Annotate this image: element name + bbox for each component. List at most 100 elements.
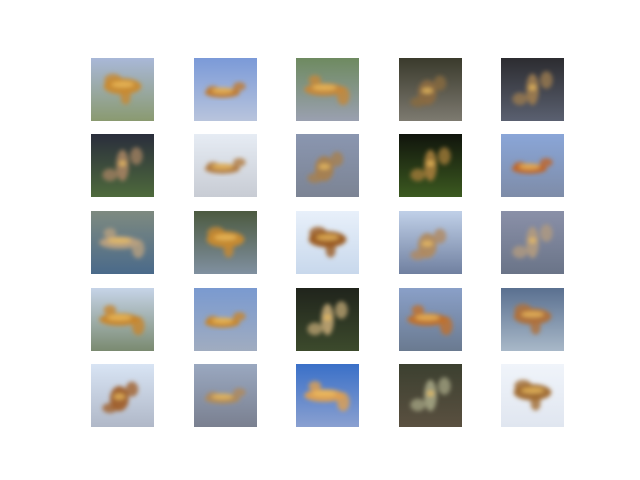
object-blob — [120, 89, 131, 105]
tile-content — [304, 75, 350, 106]
object-blob — [336, 86, 350, 106]
object-blob — [325, 242, 336, 258]
object-highlight — [415, 314, 440, 321]
object-highlight — [518, 163, 540, 170]
image-tile — [501, 134, 564, 197]
object-blob — [530, 319, 541, 335]
object-blob — [233, 387, 246, 397]
object-blob — [530, 395, 541, 411]
object-blob — [233, 81, 246, 91]
tile-content — [511, 157, 553, 174]
image-tile — [399, 58, 462, 121]
object-highlight — [426, 160, 435, 167]
object-blob — [102, 403, 118, 414]
object-blob — [103, 228, 117, 239]
object-blob — [439, 316, 453, 336]
object-blob — [125, 381, 139, 397]
object-blob — [233, 157, 246, 167]
object-highlight — [426, 390, 435, 397]
object-blob — [103, 305, 117, 316]
image-tile — [194, 134, 257, 197]
object-highlight — [316, 234, 339, 241]
image-tile — [399, 364, 462, 427]
image-tile — [296, 364, 359, 427]
object-blob — [540, 71, 553, 89]
image-tile — [91, 134, 154, 197]
object-blob — [438, 147, 451, 165]
object-blob — [410, 250, 426, 261]
object-blob — [307, 173, 323, 184]
tile-content — [204, 81, 246, 98]
image-tile — [399, 134, 462, 197]
image-tile — [194, 211, 257, 274]
object-highlight — [211, 163, 233, 170]
object-highlight — [107, 314, 132, 321]
object-blob — [512, 245, 528, 259]
tile-content — [99, 305, 145, 336]
object-highlight — [312, 390, 337, 397]
image-tile — [399, 288, 462, 351]
object-highlight — [113, 393, 126, 400]
object-highlight — [421, 240, 434, 247]
object-blob — [410, 97, 426, 108]
image-tile — [501, 58, 564, 121]
image-tile — [501, 364, 564, 427]
tile-content — [308, 226, 347, 258]
object-blob — [410, 398, 426, 412]
image-tile — [296, 288, 359, 351]
object-highlight — [528, 237, 537, 244]
tile-content — [410, 377, 451, 412]
image-tile — [91, 364, 154, 427]
image-tile — [399, 211, 462, 274]
object-blob — [336, 392, 350, 412]
tile-content — [513, 379, 552, 411]
object-blob — [433, 228, 447, 244]
tile-content — [102, 381, 139, 414]
image-tile — [91, 288, 154, 351]
object-blob — [131, 239, 145, 259]
image-tile — [296, 211, 359, 274]
tile-content — [103, 73, 142, 105]
object-highlight — [323, 314, 332, 321]
image-tile — [296, 134, 359, 197]
tile-content — [99, 228, 145, 259]
object-blob — [308, 381, 322, 392]
object-highlight — [107, 237, 132, 244]
tile-content — [204, 157, 246, 174]
object-blob — [233, 311, 246, 321]
tile-content — [206, 226, 245, 258]
image-tile — [91, 211, 154, 274]
image-tile — [194, 58, 257, 121]
object-blob — [540, 224, 553, 242]
tile-content — [410, 75, 447, 108]
tile-content — [204, 311, 246, 328]
object-blob — [130, 147, 143, 165]
tile-content — [512, 224, 553, 259]
tile-content — [304, 381, 350, 412]
object-blob — [223, 242, 234, 258]
object-highlight — [521, 311, 544, 318]
tile-content — [102, 147, 143, 182]
object-blob — [410, 168, 426, 182]
image-tile — [194, 288, 257, 351]
tile-content — [512, 71, 553, 106]
object-blob — [540, 157, 553, 167]
image-tile — [501, 211, 564, 274]
object-highlight — [521, 387, 544, 394]
image-tile — [91, 58, 154, 121]
object-blob — [330, 151, 344, 167]
object-highlight — [312, 84, 337, 91]
object-blob — [308, 75, 322, 86]
object-blob — [102, 168, 118, 182]
object-blob — [307, 322, 323, 336]
tile-content — [513, 303, 552, 335]
object-blob — [335, 301, 348, 319]
object-highlight — [211, 87, 233, 94]
image-tile — [501, 288, 564, 351]
object-highlight — [318, 163, 331, 170]
tile-content — [307, 301, 348, 336]
object-highlight — [214, 234, 237, 241]
tile-content — [410, 147, 451, 182]
object-highlight — [528, 84, 537, 91]
